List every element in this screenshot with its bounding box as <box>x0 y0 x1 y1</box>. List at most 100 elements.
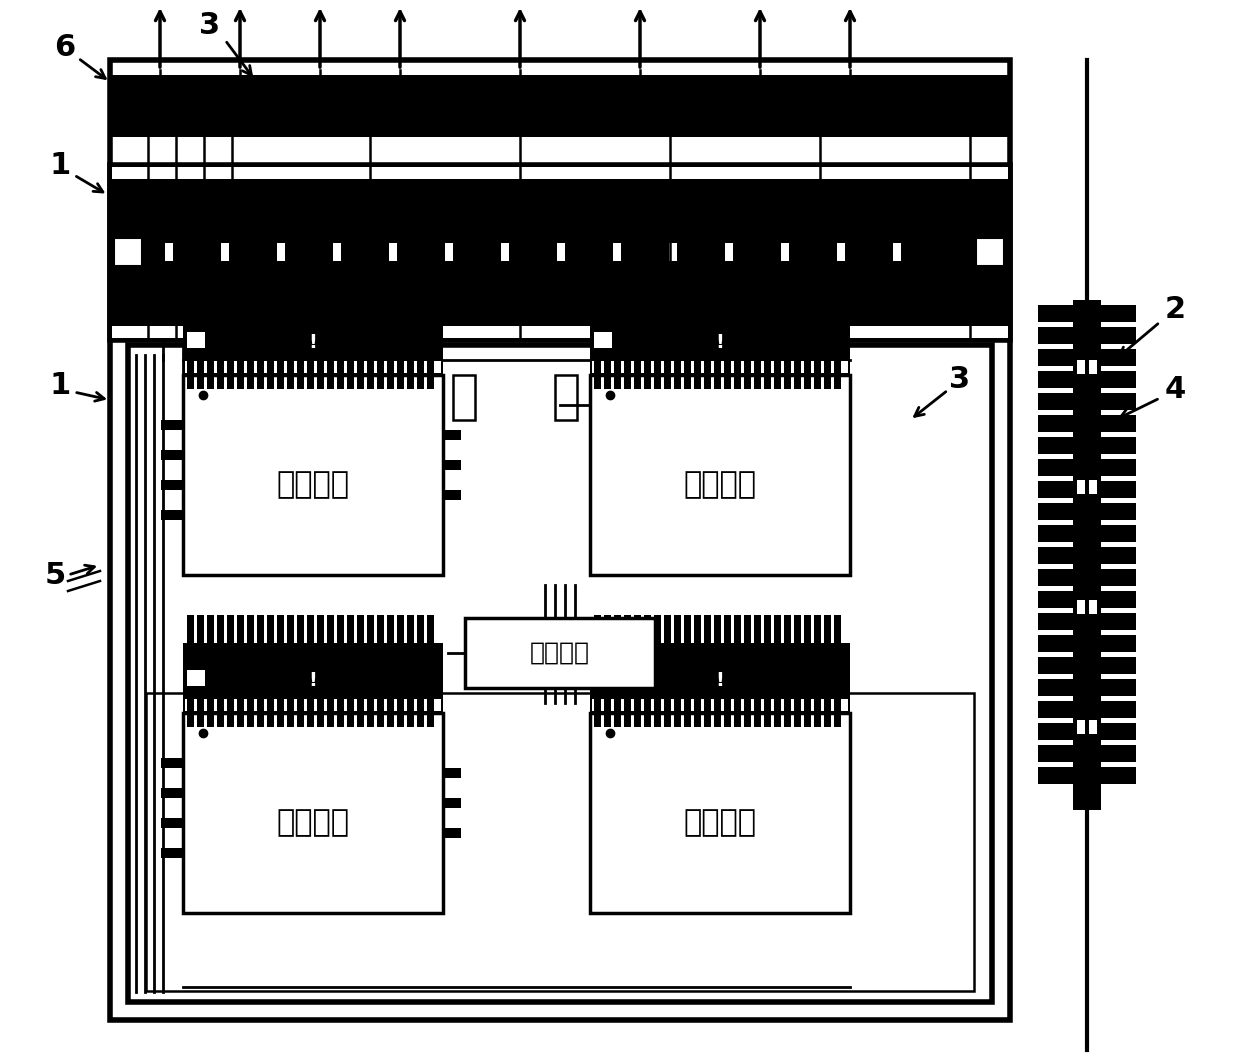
Bar <box>982 274 993 326</box>
Bar <box>110 165 1011 340</box>
Bar <box>1038 349 1073 366</box>
Bar <box>237 361 244 389</box>
Bar <box>358 179 370 231</box>
Bar <box>227 699 234 727</box>
Bar <box>887 274 897 326</box>
Bar <box>1038 635 1073 652</box>
Bar <box>804 699 811 727</box>
Bar <box>825 361 831 389</box>
Bar <box>1038 305 1073 322</box>
Bar <box>604 361 611 389</box>
Bar <box>326 179 337 231</box>
Bar <box>624 699 631 727</box>
Bar <box>1038 437 1073 455</box>
Bar <box>277 615 284 643</box>
Bar <box>675 615 681 643</box>
Bar <box>774 179 785 231</box>
Bar <box>308 699 314 727</box>
Bar <box>187 277 193 305</box>
Bar <box>1101 679 1136 696</box>
Bar <box>286 277 294 305</box>
Bar <box>217 699 224 727</box>
Bar <box>443 460 461 470</box>
Bar <box>557 243 565 261</box>
Bar <box>286 699 294 727</box>
Bar <box>813 615 821 643</box>
Bar <box>794 361 801 389</box>
Bar <box>744 277 751 305</box>
Bar <box>804 615 811 643</box>
Bar <box>317 277 324 305</box>
Bar <box>146 693 973 991</box>
Bar <box>754 699 761 727</box>
Bar <box>247 361 254 389</box>
Bar <box>286 361 294 389</box>
Bar <box>357 277 365 305</box>
Bar <box>407 615 414 643</box>
Bar <box>377 277 384 305</box>
Bar <box>614 615 621 643</box>
Bar <box>887 179 897 231</box>
Text: 5: 5 <box>45 560 66 590</box>
Bar <box>594 277 601 305</box>
Bar <box>134 274 145 326</box>
Bar <box>112 326 1008 338</box>
Bar <box>1101 503 1136 520</box>
Bar <box>742 274 753 326</box>
Bar <box>534 179 546 231</box>
Bar <box>590 643 849 713</box>
Bar <box>784 277 791 305</box>
Bar <box>327 361 334 389</box>
Text: 充电模块: 充电模块 <box>683 809 756 837</box>
Bar <box>417 277 424 305</box>
Bar <box>774 699 781 727</box>
Text: 6: 6 <box>55 34 76 62</box>
Bar <box>662 179 673 231</box>
Bar <box>257 361 264 389</box>
Bar <box>598 179 609 231</box>
Bar <box>501 243 508 261</box>
Bar <box>781 243 789 261</box>
Bar <box>326 274 337 326</box>
Bar <box>565 274 577 326</box>
Bar <box>294 274 305 326</box>
Bar <box>417 615 424 643</box>
Bar <box>118 274 129 326</box>
Bar <box>165 243 174 261</box>
Bar <box>594 361 601 389</box>
Bar <box>391 274 401 326</box>
Bar <box>337 277 343 305</box>
Bar <box>518 179 529 231</box>
Bar <box>675 699 681 727</box>
Text: 1: 1 <box>50 150 71 180</box>
Bar <box>221 243 229 261</box>
Bar <box>337 699 343 727</box>
Bar <box>184 713 443 913</box>
Bar <box>1101 349 1136 366</box>
Bar <box>1078 720 1085 734</box>
Bar <box>714 361 720 389</box>
Bar <box>161 480 184 490</box>
Bar <box>675 361 681 389</box>
Bar <box>684 277 691 305</box>
Bar <box>1101 548 1136 564</box>
Bar <box>790 274 801 326</box>
Bar <box>397 277 404 305</box>
Bar <box>391 179 401 231</box>
Bar <box>257 699 264 727</box>
Bar <box>377 361 384 389</box>
Bar <box>724 615 732 643</box>
Bar <box>1089 600 1097 614</box>
Bar <box>407 277 414 305</box>
Bar <box>182 274 193 326</box>
Bar <box>397 699 404 727</box>
Bar <box>598 274 609 326</box>
Bar <box>298 277 304 305</box>
Bar <box>110 60 1011 1020</box>
Bar <box>518 274 529 326</box>
Bar <box>277 243 285 261</box>
Bar <box>694 699 701 727</box>
Text: !: ! <box>309 670 317 689</box>
Bar <box>1101 613 1136 630</box>
Bar <box>725 274 737 326</box>
